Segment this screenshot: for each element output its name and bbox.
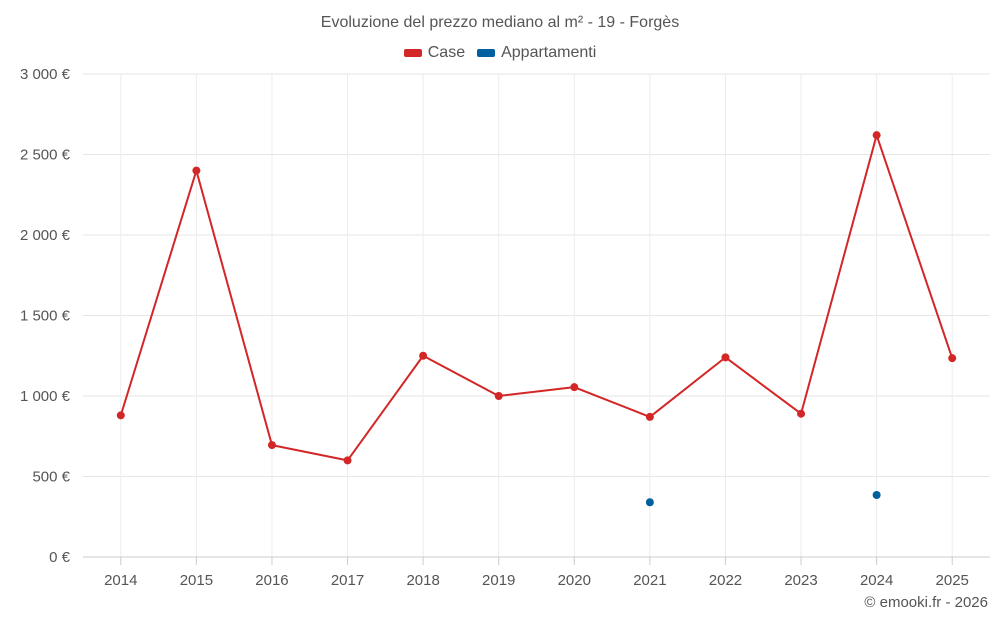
- x-tick-label: 2016: [255, 572, 288, 589]
- y-tick-label: 0 €: [49, 549, 71, 566]
- legend-item-case[interactable]: Case: [403, 44, 466, 62]
- x-tick-label: 2018: [406, 572, 439, 589]
- data-point-case: [343, 456, 352, 465]
- data-point-case: [419, 351, 428, 360]
- legend-swatch-appartamenti: [477, 49, 496, 57]
- y-tick-label: 500 €: [32, 469, 70, 486]
- data-point-case: [797, 409, 806, 418]
- data-point-case: [872, 131, 881, 140]
- x-tick-label: 2023: [784, 572, 817, 589]
- data-point-case: [721, 353, 730, 362]
- legend-label-appartamenti: Appartamenti: [501, 44, 597, 61]
- x-tick-label: 2022: [709, 572, 742, 589]
- x-tick-label: 2025: [936, 572, 969, 589]
- x-tick-label: 2024: [860, 572, 893, 589]
- x-tick-label: 2021: [633, 572, 666, 589]
- x-tick-label: 2015: [180, 572, 213, 589]
- y-tick-label: 3 000 €: [20, 66, 71, 83]
- data-point-case: [116, 411, 125, 420]
- credit-text: © emooki.fr - 2026: [864, 594, 988, 611]
- y-tick-label: 2 000 €: [20, 227, 71, 244]
- y-tick-label: 2 500 €: [20, 147, 71, 164]
- chart-title: Evoluzione del prezzo mediano al m² - 19…: [320, 14, 680, 31]
- data-point-case: [948, 354, 957, 363]
- x-tick-label: 2020: [558, 572, 591, 589]
- data-point-appartamenti: [645, 498, 654, 507]
- legend-swatch-case: [403, 49, 422, 57]
- legend-item-appartamenti[interactable]: Appartamenti: [477, 44, 596, 62]
- data-point-case: [192, 166, 201, 175]
- series-line-case: [119, 134, 954, 462]
- x-tick-label: 2019: [482, 572, 515, 589]
- data-point-case: [267, 441, 276, 450]
- data-point-case: [494, 392, 503, 400]
- x-tick-label: 2017: [331, 572, 364, 589]
- data-point-appartamenti: [872, 491, 881, 500]
- data-point-case: [645, 412, 654, 421]
- legend-label-case: Case: [427, 44, 466, 61]
- legend: Case Appartamenti: [0, 44, 1000, 62]
- data-point-case: [570, 383, 579, 392]
- y-tick-label: 1 500 €: [20, 308, 71, 325]
- x-tick-label: 2014: [104, 572, 137, 589]
- y-tick-label: 1 000 €: [20, 388, 71, 405]
